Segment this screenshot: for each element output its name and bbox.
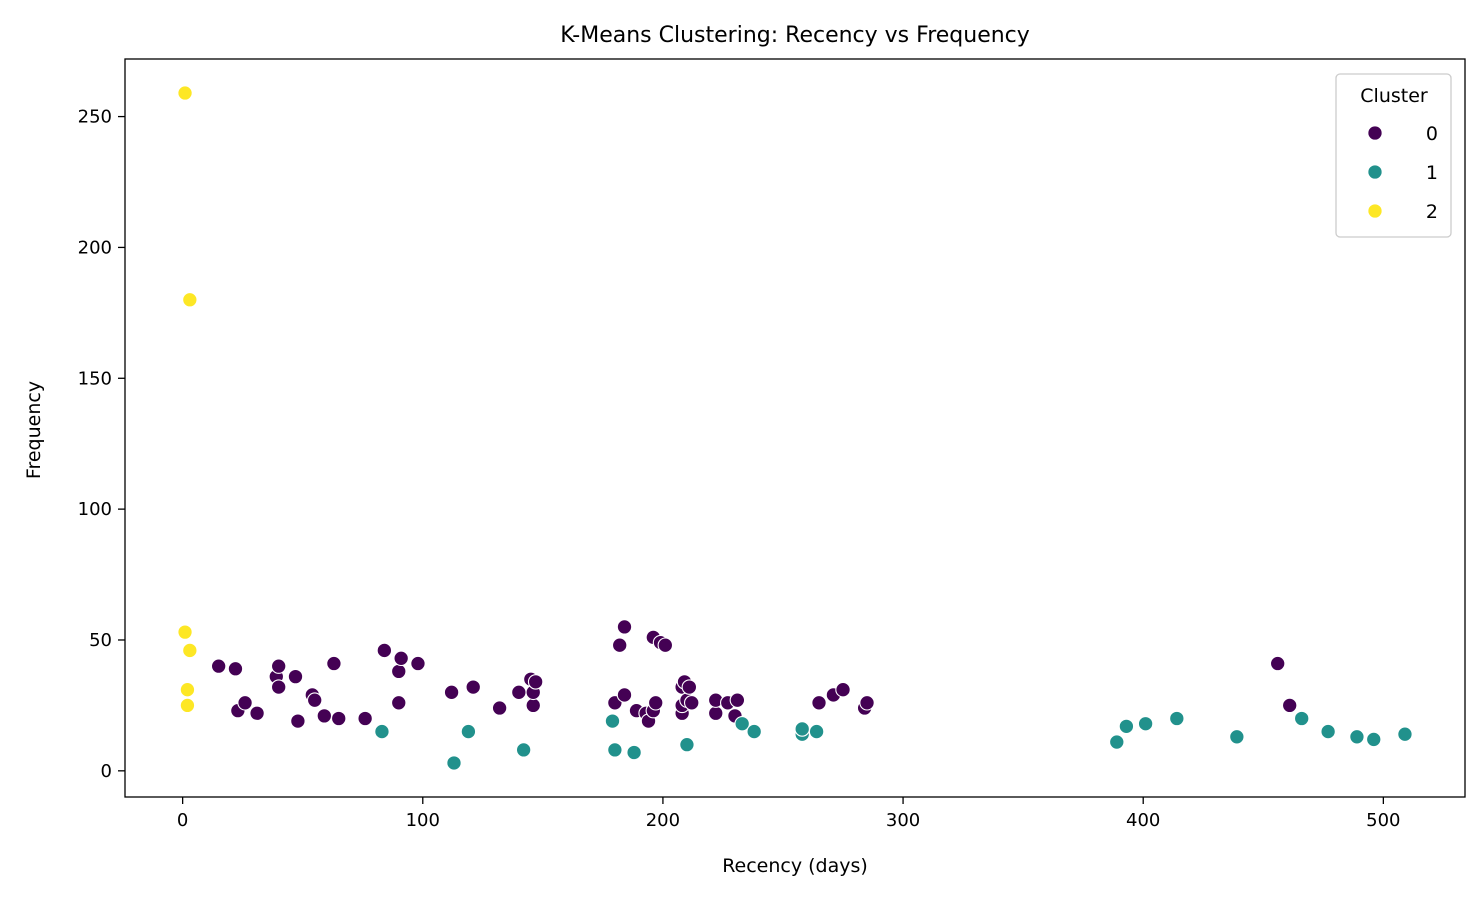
data-point-cluster-0 (316, 708, 333, 724)
data-point-cluster-0 (306, 692, 323, 708)
data-point-cluster-0 (1281, 697, 1298, 714)
data-point-cluster-2 (179, 697, 196, 714)
chart-title: K-Means Clustering: Recency vs Frequency (560, 23, 1030, 48)
data-point-cluster-2 (177, 624, 193, 640)
data-point-cluster-0 (357, 710, 373, 727)
data-point-cluster-0 (611, 637, 628, 653)
data-point-cluster-2 (182, 292, 198, 308)
data-point-cluster-0 (376, 642, 393, 659)
data-point-cluster-1 (604, 713, 621, 729)
data-point-cluster-0 (1269, 655, 1286, 672)
data-point-cluster-2 (182, 642, 198, 659)
plot-frame (124, 58, 1466, 798)
data-point-cluster-0 (210, 658, 227, 674)
x-tick-label: 0 (177, 810, 188, 831)
x-axis-ticks: 0 100 200 300 400 500 (177, 797, 1401, 831)
data-point-cluster-1 (1293, 710, 1310, 727)
data-point-cluster-0 (811, 695, 827, 711)
data-point-cluster-0 (290, 713, 306, 729)
x-tick-label: 500 (1366, 810, 1400, 831)
data-point-cluster-1 (1109, 734, 1125, 750)
y-axis-ticks: 0 50 100 150 200 250 (78, 107, 125, 782)
data-point-cluster-1 (679, 736, 695, 753)
x-tick-label: 100 (406, 810, 440, 831)
data-point-cluster-1 (626, 744, 642, 761)
data-point-cluster-0 (465, 679, 481, 695)
y-tick-label: 200 (78, 237, 112, 258)
legend-label-0: 0 (1426, 123, 1438, 145)
data-point-cluster-1 (446, 755, 462, 771)
legend-marker-0 (1367, 125, 1383, 141)
x-axis-label: Recency (days) (722, 855, 868, 877)
data-point-cluster-0 (835, 681, 851, 698)
data-points (177, 85, 1413, 771)
data-point-cluster-0 (657, 637, 674, 653)
data-point-cluster-1 (1118, 718, 1135, 735)
data-point-cluster-0 (859, 695, 875, 711)
data-point-cluster-0 (270, 658, 287, 674)
legend-label-2: 2 (1426, 201, 1438, 223)
data-point-cluster-1 (1366, 731, 1382, 748)
y-axis-label: Frequency (23, 381, 45, 479)
y-tick-label: 150 (78, 368, 112, 389)
data-point-cluster-0 (391, 663, 407, 680)
x-tick-label: 400 (1126, 810, 1160, 831)
data-point-cluster-0 (330, 710, 347, 727)
data-point-cluster-1 (374, 723, 390, 740)
data-point-cluster-1 (794, 721, 810, 737)
data-point-cluster-0 (326, 655, 342, 672)
data-point-cluster-1 (1349, 729, 1365, 745)
data-point-cluster-0 (227, 661, 244, 677)
data-point-cluster-1 (746, 723, 762, 740)
data-point-cluster-1 (515, 742, 532, 758)
legend-marker-1 (1367, 164, 1383, 180)
data-point-cluster-1 (607, 742, 623, 758)
data-point-cluster-0 (287, 668, 304, 685)
data-point-cluster-0 (511, 684, 527, 701)
y-tick-label: 250 (78, 107, 112, 128)
legend-label-1: 1 (1426, 162, 1438, 184)
x-tick-label: 300 (886, 810, 920, 831)
data-point-cluster-0 (237, 695, 253, 711)
data-point-cluster-2 (177, 85, 193, 101)
legend-box (1335, 73, 1452, 238)
data-point-cluster-0 (527, 674, 544, 690)
data-point-cluster-0 (270, 679, 287, 695)
data-point-cluster-1 (734, 715, 750, 732)
data-point-cluster-0 (707, 705, 724, 722)
plot-area (125, 59, 1465, 797)
data-point-cluster-1 (808, 723, 825, 740)
data-point-cluster-0 (443, 684, 460, 701)
legend-entries: 0 1 2 (1367, 123, 1438, 223)
data-point-cluster-0 (491, 700, 508, 716)
y-tick-label: 50 (89, 630, 112, 651)
data-point-cluster-0 (647, 695, 664, 711)
data-point-cluster-0 (616, 619, 633, 635)
data-point-cluster-0 (249, 705, 265, 722)
data-point-cluster-0 (391, 695, 407, 711)
legend-marker-2 (1367, 203, 1383, 219)
legend-title: Cluster (1360, 85, 1428, 107)
data-point-cluster-1 (1169, 710, 1185, 727)
data-point-cluster-0 (683, 695, 700, 711)
y-tick-label: 100 (78, 499, 112, 520)
y-tick-label: 0 (101, 761, 112, 782)
legend: Cluster 0 1 2 (1335, 73, 1452, 238)
x-tick-label: 200 (646, 810, 680, 831)
data-point-cluster-1 (1229, 729, 1245, 745)
data-point-cluster-0 (410, 655, 426, 672)
data-point-cluster-1 (1397, 726, 1413, 742)
data-point-cluster-0 (729, 692, 746, 708)
data-point-cluster-0 (393, 650, 409, 667)
data-point-cluster-0 (616, 687, 633, 703)
data-point-cluster-2 (179, 681, 196, 698)
data-point-cluster-0 (681, 679, 698, 695)
data-point-cluster-0 (525, 697, 541, 714)
data-point-cluster-1 (1320, 723, 1336, 740)
data-point-cluster-1 (460, 723, 477, 740)
data-point-cluster-1 (1137, 715, 1154, 732)
